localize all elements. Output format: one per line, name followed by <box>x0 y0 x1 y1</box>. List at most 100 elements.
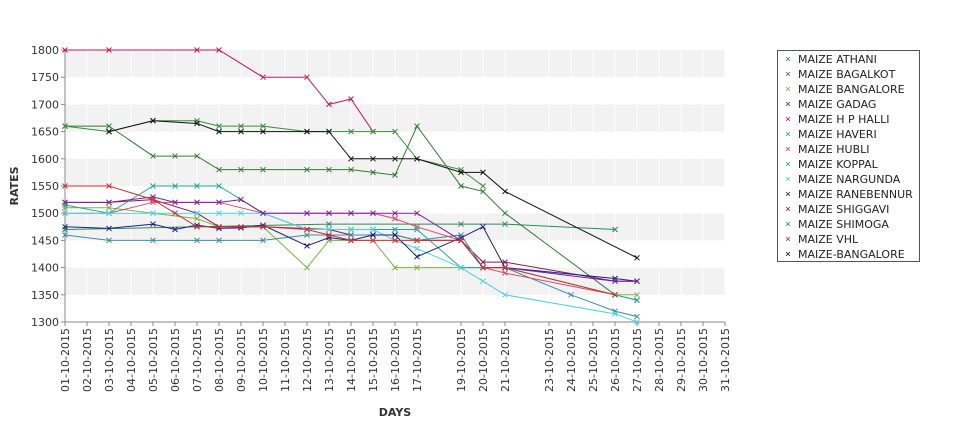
data-point-marker <box>260 210 266 217</box>
data-point-marker <box>370 155 376 162</box>
data-point-marker <box>304 74 310 81</box>
data-point-marker <box>216 223 222 230</box>
data-point-marker <box>194 199 200 206</box>
data-point-marker <box>150 183 156 189</box>
series-line <box>108 120 638 259</box>
x-tick-label: 10-10-2015 <box>257 328 270 392</box>
data-point-marker <box>414 123 420 130</box>
data-point-marker <box>480 188 486 195</box>
data-point-marker <box>172 226 178 233</box>
data-point-marker <box>172 210 178 217</box>
data-point-marker <box>502 291 508 298</box>
data-point-marker <box>106 47 112 53</box>
series-maize-bangalore <box>106 117 640 261</box>
data-point-marker <box>348 128 354 135</box>
data-point-marker <box>304 232 310 238</box>
data-point-marker <box>348 155 354 162</box>
x-tick-label: 14-10-2015 <box>345 328 358 392</box>
data-point-marker <box>172 183 178 189</box>
x-tick-label: 02-10-2015 <box>81 328 94 392</box>
data-point-marker <box>150 237 156 244</box>
x-tick-label: 03-10-2015 <box>103 328 116 392</box>
data-point-marker <box>370 232 376 238</box>
legend-item: × MAIZE H P HALLI <box>778 112 919 127</box>
data-point-marker <box>634 291 640 298</box>
legend-x-marker-icon: × <box>784 54 792 65</box>
legend-label: MAIZE VHL <box>798 233 859 246</box>
data-point-marker <box>150 117 156 124</box>
legend-x-marker-icon: × <box>784 204 792 215</box>
data-point-marker <box>150 210 156 217</box>
series-maize-bagalkot <box>62 123 640 304</box>
data-point-marker <box>348 96 354 102</box>
x-tick-label: 24-10-2015 <box>565 328 578 392</box>
data-point-marker <box>480 264 486 271</box>
x-tick-label: 25-10-2015 <box>587 328 600 392</box>
data-point-marker <box>194 183 200 189</box>
data-point-marker <box>480 169 486 176</box>
data-point-marker <box>106 210 112 217</box>
legend-item: × MAIZE BANGALORE <box>778 82 919 97</box>
legend-x-marker-icon: × <box>784 234 792 245</box>
legend-label: MAIZE RANEBENNUR <box>798 188 913 201</box>
x-tick-label: 21-10-2015 <box>499 328 512 392</box>
data-point-marker <box>260 74 266 81</box>
legend-label: MAIZE BAGALKOT <box>798 68 896 81</box>
data-point-marker <box>304 226 310 233</box>
data-point-marker <box>392 155 398 162</box>
x-tick-label: 19-10-2015 <box>455 328 468 392</box>
y-tick-label: 1650 <box>31 126 59 139</box>
data-point-marker <box>392 264 398 271</box>
data-point-marker <box>414 245 420 252</box>
legend-label: MAIZE NARGUNDA <box>798 173 901 186</box>
x-tick-label: 12-10-2015 <box>301 328 314 392</box>
data-point-marker <box>458 183 464 189</box>
legend-label: MAIZE KOPPAL <box>798 158 878 171</box>
data-point-marker <box>260 237 266 244</box>
x-tick-label: 09-10-2015 <box>235 328 248 392</box>
data-point-marker <box>370 128 376 135</box>
x-tick-label: 07-10-2015 <box>191 328 204 392</box>
x-tick-label: 28-10-2015 <box>653 328 666 392</box>
y-tick-label: 1600 <box>31 153 59 166</box>
legend: × MAIZE ATHANI × MAIZE BAGALKOT × MAIZE BANGA… <box>777 50 920 262</box>
data-point-marker <box>480 183 486 189</box>
x-tick-label: 17-10-2015 <box>411 328 424 392</box>
data-point-marker <box>106 204 112 211</box>
data-point-marker <box>216 199 222 206</box>
data-point-marker <box>370 210 376 217</box>
data-point-marker <box>370 169 376 176</box>
x-tick-label: 16-10-2015 <box>389 328 402 392</box>
legend-item: × MAIZE HAVERI <box>778 127 919 142</box>
x-tick-label: 11-10-2015 <box>279 328 292 392</box>
data-point-marker <box>326 232 332 238</box>
data-point-marker <box>260 123 266 130</box>
data-point-marker <box>106 237 112 244</box>
data-point-marker <box>238 210 244 217</box>
data-point-marker <box>326 226 332 233</box>
data-point-marker <box>62 199 68 206</box>
series-line <box>65 185 616 296</box>
data-point-marker <box>194 223 200 230</box>
x-tick-label: 08-10-2015 <box>213 328 226 392</box>
y-axis-title: RATES <box>8 166 21 205</box>
data-point-marker <box>194 210 200 217</box>
data-point-marker <box>106 199 112 206</box>
data-point-marker <box>348 166 354 173</box>
data-point-marker <box>370 237 376 244</box>
x-tick-label: 04-10-2015 <box>125 328 138 392</box>
series-maize-vhl <box>62 183 618 298</box>
x-tick-label: 01-10-2015 <box>59 328 72 392</box>
data-point-marker <box>458 237 464 244</box>
legend-label: MAIZE ATHANI <box>798 53 877 66</box>
data-point-marker <box>216 237 222 244</box>
data-point-marker <box>480 278 486 285</box>
data-point-marker <box>502 264 508 271</box>
data-point-marker <box>194 47 200 53</box>
data-point-marker <box>634 297 640 304</box>
data-point-marker <box>392 128 398 135</box>
x-tick-label: 26-10-2015 <box>609 328 622 392</box>
data-point-marker <box>194 215 200 222</box>
y-tick-label: 1750 <box>31 71 59 84</box>
